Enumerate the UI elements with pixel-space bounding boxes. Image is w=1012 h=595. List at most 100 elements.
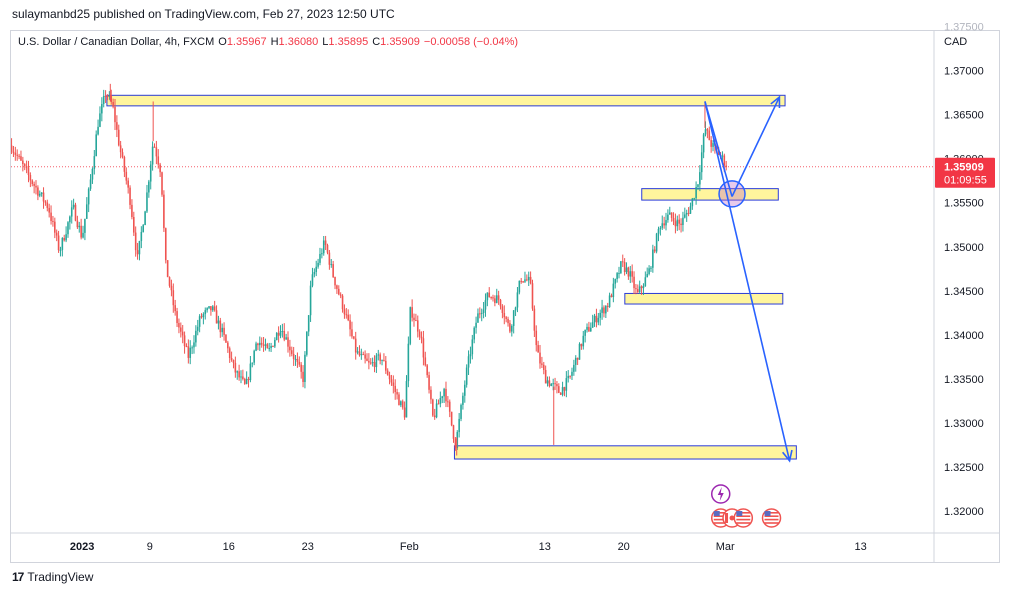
candle	[456, 430, 459, 450]
candle	[520, 277, 523, 284]
candle	[294, 354, 297, 366]
candle-body	[650, 267, 652, 269]
candle-body	[640, 286, 643, 289]
candle	[621, 254, 624, 267]
candle-body	[565, 378, 568, 391]
candle-body	[465, 367, 468, 385]
candle-body	[663, 223, 665, 226]
candle-body	[653, 249, 656, 252]
candle	[582, 330, 585, 350]
candle	[670, 212, 673, 222]
candle-body	[185, 346, 188, 348]
candle	[260, 337, 263, 348]
candle-body	[23, 164, 26, 167]
candle	[121, 148, 124, 159]
candle-body	[467, 356, 470, 368]
candle	[559, 392, 562, 396]
mid-zone-lower	[624, 292, 784, 305]
candle	[608, 292, 611, 308]
candle	[296, 352, 299, 368]
symbol-name: U.S. Dollar / Canadian Dollar, 4h, FXCM	[18, 36, 215, 48]
candle	[125, 167, 128, 185]
candle	[281, 323, 284, 338]
candle	[208, 306, 210, 310]
candle-body	[116, 122, 118, 130]
candle	[290, 346, 293, 357]
candle	[625, 262, 628, 275]
candle	[655, 232, 658, 254]
candle-body	[723, 155, 726, 166]
time-tick-label: 23	[302, 541, 314, 553]
candle-body	[149, 164, 152, 182]
candle-body	[432, 399, 434, 416]
candle	[146, 184, 148, 213]
candle	[29, 172, 32, 188]
candle	[210, 306, 212, 316]
candle-body	[330, 264, 333, 266]
candle-body	[657, 228, 660, 234]
candle	[482, 301, 485, 319]
candle	[78, 221, 81, 233]
candle-body	[317, 262, 319, 267]
candle	[644, 271, 647, 287]
candle-body	[50, 212, 52, 221]
candle	[37, 185, 39, 201]
candle-body	[706, 129, 709, 131]
candle	[610, 293, 613, 298]
candle	[283, 323, 286, 342]
candle	[640, 285, 643, 295]
candle-body	[176, 311, 178, 324]
candle	[424, 351, 427, 367]
candle	[578, 342, 581, 360]
candle-body	[336, 285, 338, 289]
plot-area	[11, 83, 934, 463]
candle	[266, 342, 269, 349]
candle	[117, 124, 120, 147]
candle	[725, 160, 727, 171]
candle	[300, 362, 302, 379]
candle-body	[84, 218, 86, 233]
projection-arrow-line	[731, 96, 781, 197]
candle-body	[441, 396, 444, 399]
candle-body	[200, 316, 203, 318]
candle	[234, 356, 237, 378]
brand-name: TradingView	[27, 570, 94, 584]
candle	[16, 149, 19, 161]
candle	[221, 323, 223, 337]
candle-body	[527, 276, 530, 281]
candle-body	[456, 432, 459, 448]
candle	[11, 138, 13, 155]
candle	[392, 375, 395, 394]
candle	[225, 334, 227, 343]
candle	[469, 346, 472, 364]
candle-body	[433, 415, 436, 418]
candle	[309, 280, 312, 322]
high-label: H	[270, 36, 279, 48]
candle	[477, 308, 479, 323]
time-tick-label: 2023	[70, 541, 94, 553]
candle-body	[571, 371, 573, 376]
candle-body	[307, 315, 310, 332]
candle	[285, 333, 287, 340]
candle-body	[503, 312, 506, 318]
currency-label: CAD	[944, 36, 967, 48]
candle	[349, 314, 351, 337]
candle-body	[61, 238, 64, 250]
candle-body	[315, 266, 318, 272]
candle-body	[620, 261, 622, 273]
candle	[112, 98, 114, 109]
candle	[65, 226, 67, 243]
close-value: 1.35909	[380, 36, 420, 48]
candle	[102, 89, 105, 108]
candle	[385, 356, 387, 374]
candle	[591, 314, 594, 328]
candle	[289, 339, 291, 357]
tradingview-brand[interactable]: 17 TradingView	[12, 570, 93, 584]
candle	[362, 351, 365, 356]
candle-body	[544, 369, 547, 384]
candle-body	[180, 327, 182, 332]
candle	[405, 375, 408, 418]
candle	[394, 379, 397, 400]
candle	[595, 308, 598, 328]
